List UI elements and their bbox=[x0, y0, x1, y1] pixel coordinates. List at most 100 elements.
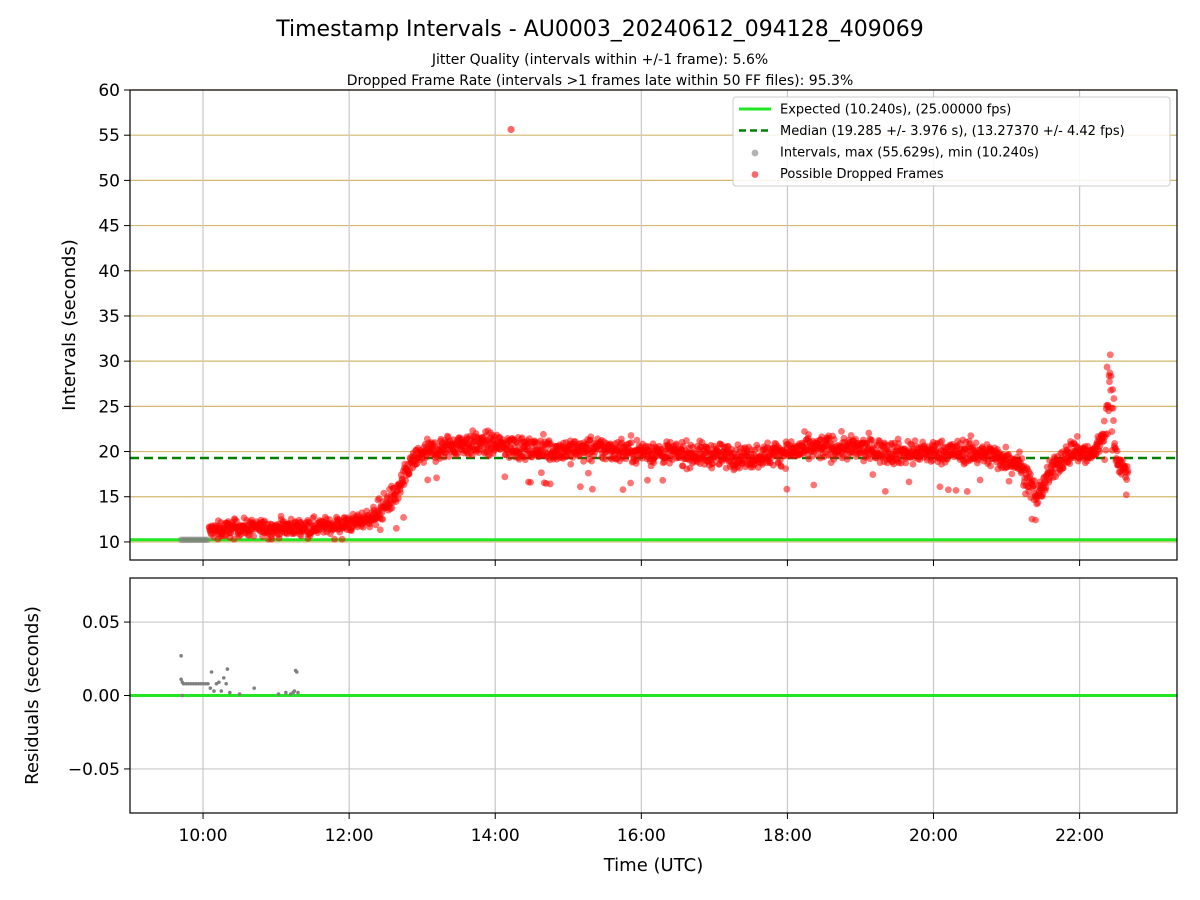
dropped-frame-point bbox=[539, 430, 547, 438]
dropped-frame-point bbox=[659, 476, 667, 484]
dropped-frame-point bbox=[392, 524, 400, 532]
residual-point bbox=[276, 692, 281, 696]
dropped-frame-outlier-point bbox=[507, 125, 515, 134]
chart-title: Timestamp Intervals - AU0003_20240612_09… bbox=[275, 17, 924, 42]
dropped-frame-point bbox=[1005, 477, 1013, 485]
dropped-frame-point bbox=[838, 427, 845, 435]
dropped-frame-point bbox=[402, 477, 409, 484]
dropped-frame-point bbox=[1034, 499, 1042, 507]
dropped-frame-point bbox=[1107, 372, 1115, 380]
dropped-frame-point bbox=[987, 462, 994, 470]
dropped-frame-point bbox=[400, 514, 407, 521]
dropped-frame-point bbox=[627, 439, 635, 447]
residual-point bbox=[180, 693, 185, 698]
dropped-frame-point bbox=[783, 485, 791, 493]
x-tick-label: 22:00 bbox=[1055, 826, 1104, 846]
intervals-y-tick-label: 50 bbox=[98, 171, 120, 191]
x-tick-label: 14:00 bbox=[471, 826, 520, 846]
dropped-frame-point bbox=[1100, 417, 1108, 425]
dropped-frame-point bbox=[944, 486, 952, 494]
dropped-frame-point bbox=[619, 486, 627, 494]
dropped-frame-point bbox=[1109, 404, 1117, 412]
residual-point bbox=[206, 681, 210, 686]
dropped-frame-point bbox=[754, 444, 762, 452]
legend: Expected (10.240s), (25.00000 fps) Median… bbox=[732, 96, 1171, 187]
dropped-frame-point bbox=[1101, 456, 1109, 464]
dropped-frame-point bbox=[909, 460, 917, 468]
dropped-frame-point bbox=[424, 476, 432, 484]
dropped-frame-point bbox=[672, 440, 680, 448]
dropped-frame-point bbox=[1073, 433, 1081, 440]
x-tick-label: 12:00 bbox=[325, 826, 374, 846]
dropped-frame-point bbox=[388, 504, 396, 512]
dropped-frame-point bbox=[576, 483, 584, 491]
intervals-points bbox=[177, 125, 1132, 544]
residuals-plot: −0.05 0.00 0.05 10:00 12:00 14:00 16:00 18:00 2… bbox=[22, 577, 1178, 876]
dropped-frame-point bbox=[580, 457, 587, 465]
dropped-frame-point bbox=[1110, 395, 1118, 402]
residual-point bbox=[179, 654, 183, 658]
x-tick-label: 16:00 bbox=[617, 826, 666, 846]
dropped-frame-point bbox=[866, 455, 874, 463]
residual-point bbox=[252, 686, 256, 690]
dropped-frame-point bbox=[431, 439, 439, 446]
dropped-frame-point bbox=[1032, 516, 1039, 524]
chart-subtitle-jitter: Jitter Quality (intervals within +/-1 fr… bbox=[431, 52, 768, 68]
x-tick-label: 10:00 bbox=[179, 826, 228, 846]
dropped-frame-point bbox=[1124, 467, 1132, 475]
dropped-frame-point bbox=[602, 455, 610, 463]
residual-point bbox=[217, 680, 221, 685]
dropped-frame-point bbox=[764, 439, 771, 447]
residual-point bbox=[208, 686, 213, 690]
residuals-y-ticks: −0.05 0.00 0.05 bbox=[68, 613, 130, 780]
intervals-plot: 10 15 20 25 30 35 40 45 50 55 60 Intervals (second… bbox=[59, 81, 1178, 566]
dropped-frame-point bbox=[1118, 456, 1126, 464]
residual-point bbox=[237, 692, 242, 696]
dropped-frame-point bbox=[1008, 470, 1016, 478]
residual-point bbox=[294, 670, 299, 674]
dropped-frame-point bbox=[810, 481, 818, 489]
intervals-axes-frame bbox=[129, 89, 1178, 561]
x-tick-label: 20:00 bbox=[909, 826, 958, 846]
dropped-frame-point bbox=[537, 469, 545, 477]
intervals-y-tick-label: 15 bbox=[98, 488, 120, 508]
intervals-y-label: Intervals (seconds) bbox=[59, 239, 80, 411]
residuals-y-tick-label: −0.05 bbox=[68, 760, 120, 780]
dropped-frame-point bbox=[310, 513, 318, 520]
intervals-y-tick-label: 25 bbox=[98, 397, 120, 417]
dropped-frame-point bbox=[709, 460, 717, 467]
residual-point bbox=[212, 689, 216, 693]
dropped-frame-point bbox=[501, 473, 509, 481]
dropped-frame-point bbox=[584, 469, 592, 477]
dropped-frame-point bbox=[683, 437, 690, 444]
residuals-y-label: Residuals (seconds) bbox=[22, 606, 43, 785]
dropped-frame-point bbox=[952, 486, 960, 494]
dropped-frame-point bbox=[1110, 417, 1117, 424]
chart-subtitle-dropped: Dropped Frame Rate (intervals >1 frames … bbox=[347, 73, 854, 89]
dropped-frame-point bbox=[372, 521, 380, 529]
dropped-frame-point bbox=[433, 474, 440, 482]
dropped-frame-point bbox=[805, 431, 812, 438]
residuals-y-tick-label: 0.05 bbox=[82, 613, 120, 633]
residual-point bbox=[224, 681, 228, 686]
dropped-frame-point bbox=[1042, 484, 1050, 492]
dropped-frame-point bbox=[963, 488, 971, 495]
dropped-frame-point bbox=[396, 489, 404, 497]
dropped-frame-point bbox=[394, 494, 402, 502]
intervals-y-tick-label: 55 bbox=[98, 126, 120, 146]
dropped-frame-point bbox=[527, 479, 534, 486]
legend-label: Expected (10.240s), (25.00000 fps) bbox=[780, 103, 1011, 118]
dropped-frame-point bbox=[1113, 447, 1121, 455]
dropped-frame-point bbox=[1016, 448, 1023, 456]
dropped-frame-point bbox=[1096, 447, 1103, 455]
dropped-frame-point bbox=[847, 431, 855, 439]
dropped-frame-point bbox=[905, 478, 913, 486]
dropped-frame-point bbox=[644, 476, 651, 484]
intervals-y-tick-label: 35 bbox=[98, 307, 120, 327]
residual-point bbox=[209, 670, 214, 674]
dropped-frame-point bbox=[1106, 378, 1113, 386]
dropped-frame-point bbox=[1002, 443, 1010, 451]
residuals-y-tick-label: 0.00 bbox=[82, 687, 120, 707]
dropped-frame-point bbox=[902, 459, 910, 467]
